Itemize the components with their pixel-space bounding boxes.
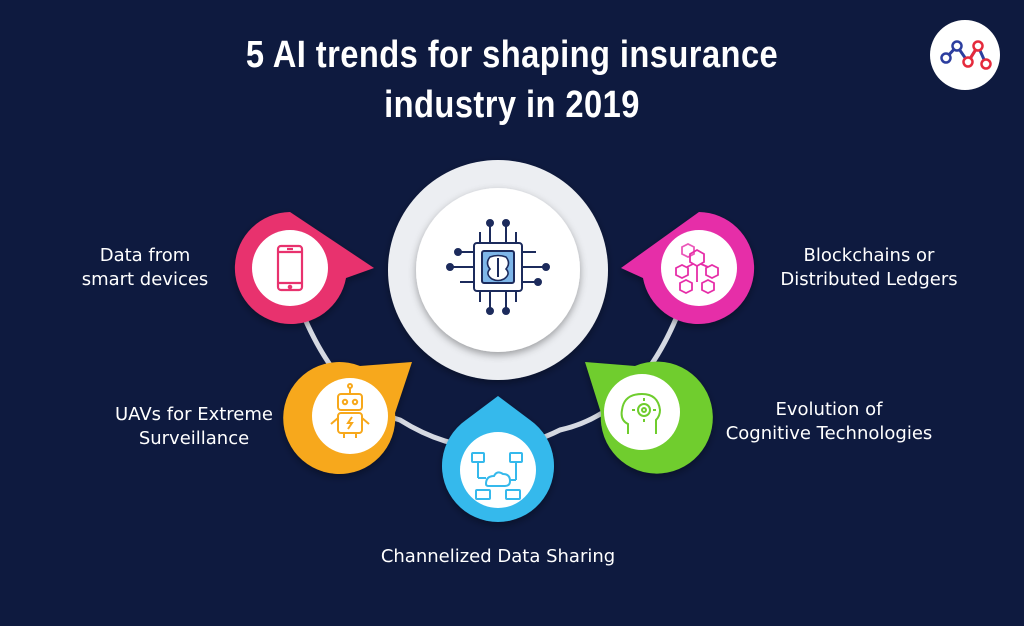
head-gear-icon xyxy=(620,392,662,434)
label-uavs: UAVs for Extreme Surveillance xyxy=(94,403,294,451)
label-blockchain-line-2: Distributed Ledgers xyxy=(780,269,958,290)
ai-chip-brain-icon xyxy=(446,219,550,315)
label-data-sharing: Channelized Data Sharing xyxy=(348,545,648,569)
page-title: 5 AI trends for shaping insurance indust… xyxy=(72,30,953,130)
brand-logo-icon xyxy=(930,20,1000,90)
label-smart-devices-line-1: Data from xyxy=(99,245,191,266)
label-uavs-line-1: UAVs for Extreme xyxy=(115,404,273,425)
blockchain-cubes-icon xyxy=(675,242,719,295)
title-line-2: industry in 2019 xyxy=(384,84,640,126)
label-blockchain: Blockchains or Distributed Ledgers xyxy=(754,244,984,292)
title-line-1: 5 AI trends for shaping insurance xyxy=(245,34,779,76)
trend-node-smart-devices xyxy=(234,212,374,324)
label-smart-devices-line-2: smart devices xyxy=(81,269,209,290)
center-node xyxy=(388,160,608,380)
label-blockchain-line-1: Blockchains or xyxy=(803,245,935,266)
trend-node-uavs xyxy=(283,362,412,475)
robot-icon xyxy=(330,383,370,438)
cloud-network-icon xyxy=(471,452,523,500)
label-cognitive-line-2: Cognitive Technologies xyxy=(725,423,933,444)
smartphone-icon xyxy=(276,244,304,292)
trend-node-data-sharing xyxy=(442,396,555,522)
label-uavs-line-2: Surveillance xyxy=(138,428,250,449)
trend-node-blockchain xyxy=(621,212,755,324)
label-smart-devices: Data from smart devices xyxy=(50,244,240,292)
label-cognitive-line-1: Evolution of xyxy=(775,399,883,420)
label-data-sharing-line-1: Channelized Data Sharing xyxy=(380,546,616,567)
trend-node-cognitive xyxy=(585,361,713,474)
label-cognitive: Evolution of Cognitive Technologies xyxy=(694,398,964,446)
